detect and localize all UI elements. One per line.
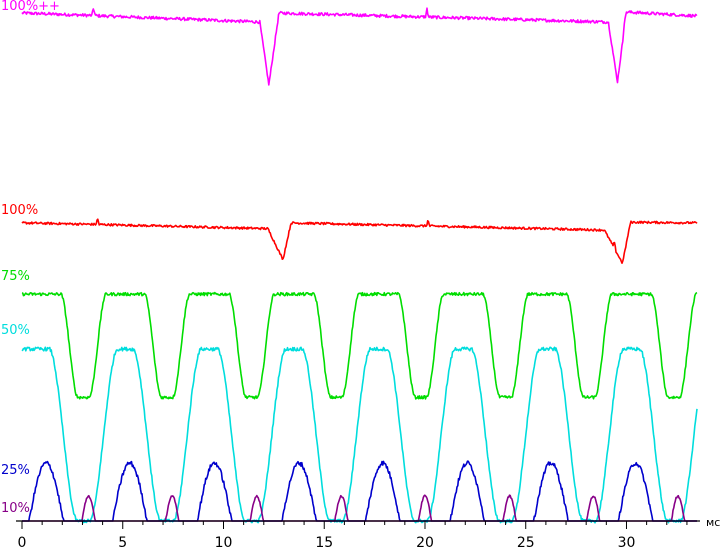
x-tick-label: 25: [517, 535, 535, 549]
x-tick-label: 5: [118, 535, 127, 549]
series-label-4: 25%: [1, 463, 30, 478]
x-axis-unit-label: мс: [706, 516, 720, 529]
traces: [21, 7, 698, 524]
x-tick-label: 0: [18, 535, 27, 549]
x-axis-ticks: 0 5 10 15 20 25 30: [18, 521, 688, 549]
series-line-1: [21, 218, 698, 265]
series-line-5: [21, 494, 698, 522]
series-labels: 100%++ 100% 75% 50% 25% 10%: [1, 0, 60, 516]
series-label-2: 75%: [1, 269, 30, 284]
series-label-0: 100%++: [1, 0, 60, 14]
x-tick-label: 20: [416, 535, 434, 549]
x-tick-label: 10: [215, 535, 233, 549]
series-line-0: [21, 7, 698, 86]
x-tick-label: 15: [315, 535, 333, 549]
series-line-4: [21, 460, 698, 522]
x-axis: 0 5 10 15 20 25 30 мс: [16, 516, 720, 549]
series-label-5: 10%: [1, 501, 30, 516]
series-label-3: 50%: [1, 323, 30, 338]
series-label-1: 100%: [1, 203, 38, 218]
series-line-3: [21, 346, 698, 524]
x-tick-label: 30: [618, 535, 636, 549]
series-line-2: [21, 291, 698, 400]
